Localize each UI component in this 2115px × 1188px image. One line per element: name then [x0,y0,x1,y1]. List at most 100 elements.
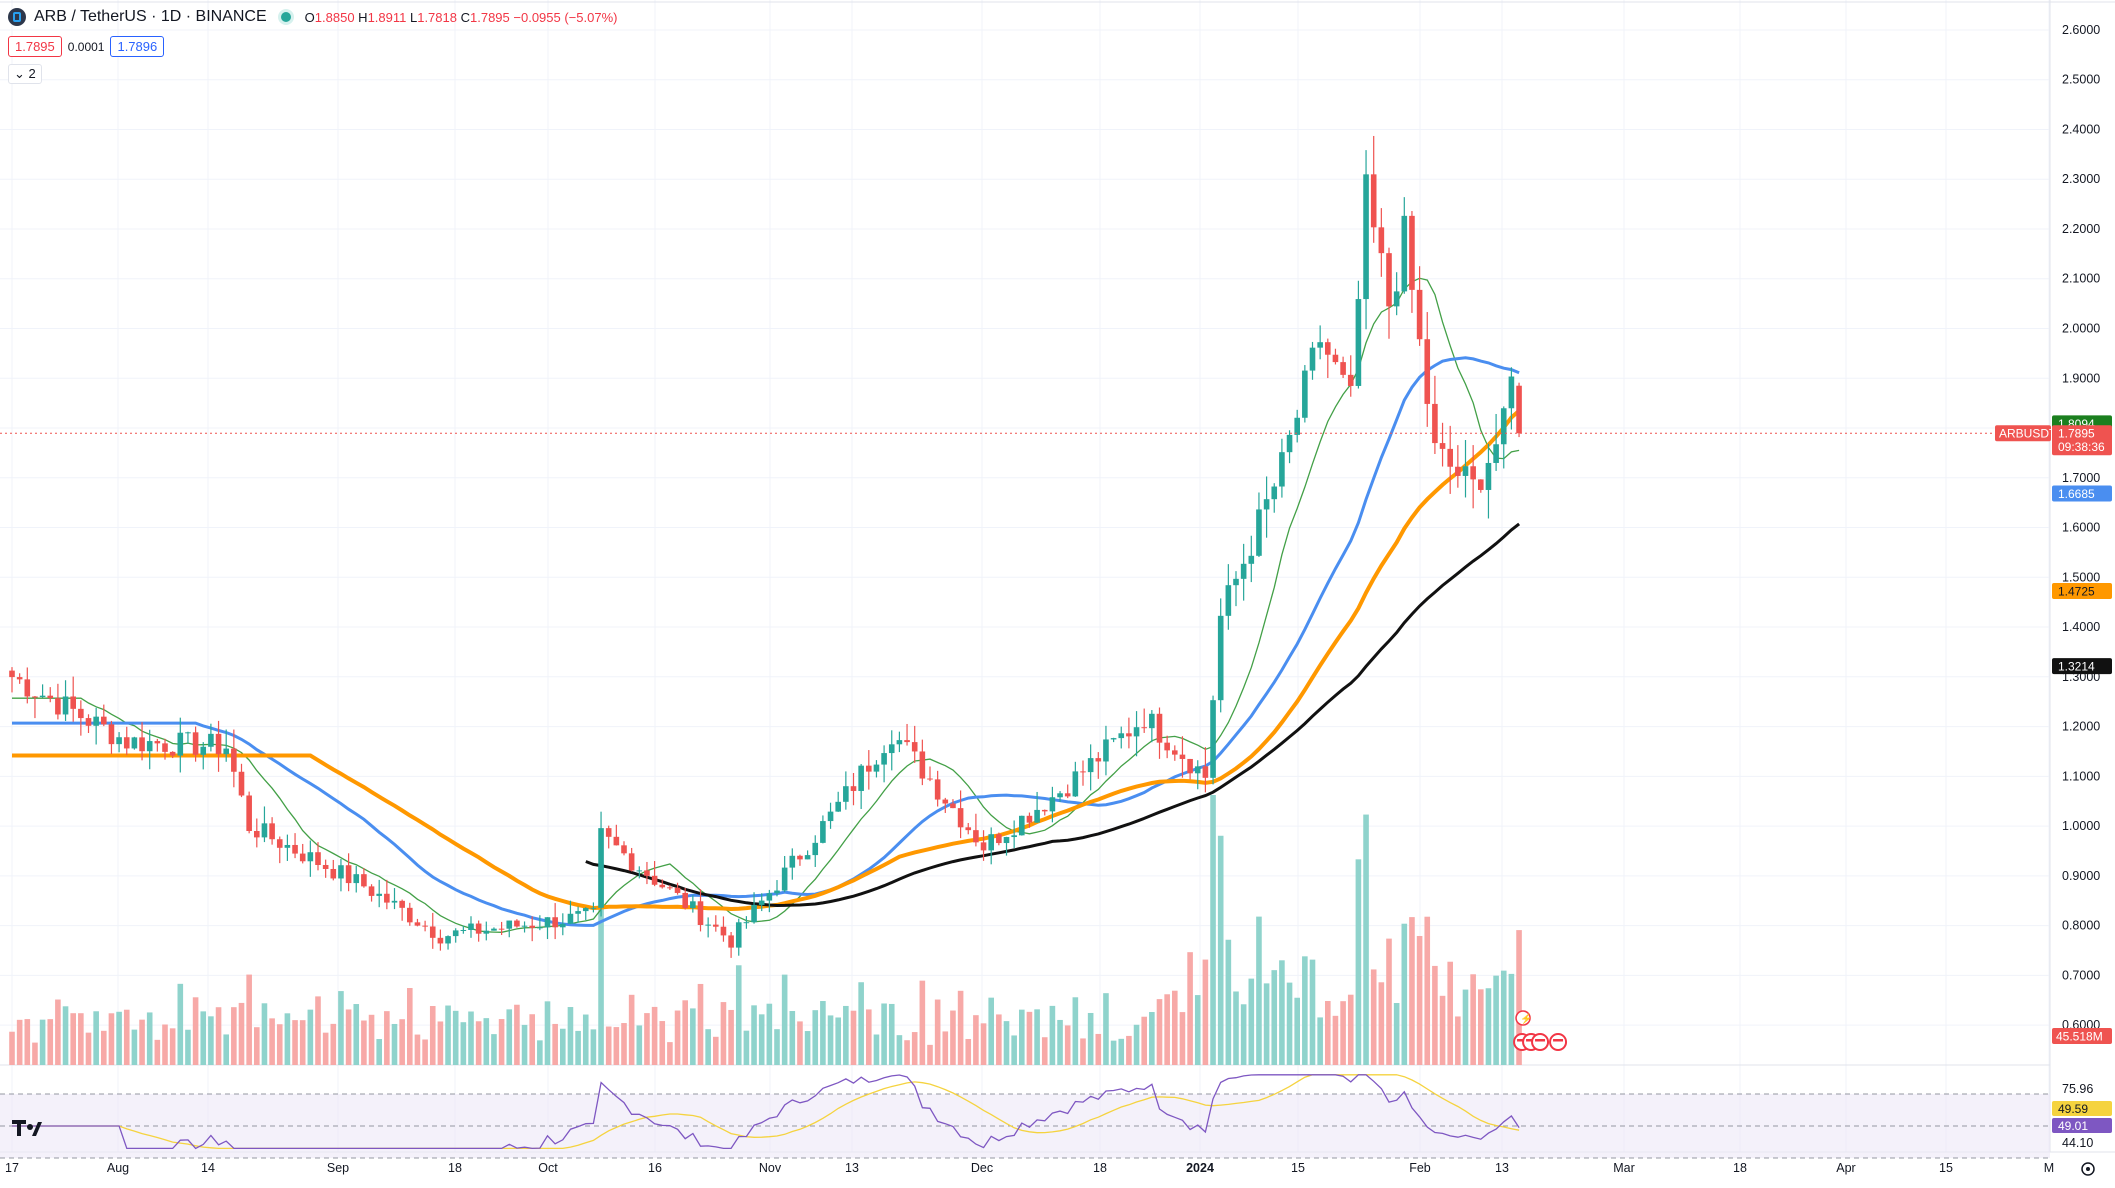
volume-bar [1271,970,1278,1065]
rsi-ma-tag: 49.59 [2058,1102,2088,1116]
volume-bar [238,1002,245,1065]
candle-body [1087,758,1094,773]
volume-bar [552,1023,558,1065]
candle-body [590,907,597,909]
volume-bar [491,1034,497,1065]
candle-body [881,753,887,765]
candle-body [667,887,673,889]
candle-body [927,778,933,780]
volume-bar [284,1013,291,1065]
volume-bar [1141,1016,1147,1065]
indicators-toggle[interactable]: ⌄ 2 [8,64,42,84]
volume-bar [1172,990,1178,1065]
volume-bar [338,991,344,1065]
candle-body [70,696,76,709]
candle-body [651,875,658,885]
candle-body [1172,750,1178,755]
volume-bar [973,1015,979,1065]
time-axis-label: Dec [971,1161,993,1175]
candle-body [376,893,382,896]
candle-body [9,670,15,678]
candle-body [384,893,390,903]
volume-bar [881,1003,887,1065]
time-axis-label: 16 [648,1161,662,1175]
candle-body [843,786,849,802]
volume-bar [544,1001,551,1065]
price-axis-label: 1.4000 [2062,620,2100,634]
candle-body [215,733,222,755]
price-axis-label: 1.7000 [2062,471,2100,485]
last-price-tag-bg [2052,425,2112,456]
candle-body [139,737,145,752]
candle-body [452,930,459,937]
candle-body [200,746,207,755]
volume-bar [437,1021,444,1065]
candle-body [483,930,490,934]
candle-body [873,764,880,772]
volume-bar [866,1009,872,1065]
time-axis-label: Feb [1409,1161,1431,1175]
volume-bar [185,1029,191,1065]
time-axis-label: Oct [538,1161,558,1175]
candle-body [1156,713,1163,743]
candle-body [1110,738,1117,740]
price-axis-label: 0.8000 [2062,919,2100,933]
volume-bar [139,1019,145,1065]
volume-bar [575,1030,581,1065]
candle-body [330,868,337,879]
price-axis-label: 1.5000 [2062,570,2100,584]
candle-body [1026,815,1033,823]
symbol-label[interactable]: ARB / TetherUS · 1D · BINANCE [34,8,267,25]
candle-body [682,892,688,909]
buy-price-button[interactable]: 1.7896 [110,36,165,57]
candle-body [529,925,535,928]
lightning-icon [1515,1010,1531,1026]
volume-bar [299,1020,306,1065]
candle-body [108,724,115,745]
volume-bar [1026,1011,1033,1065]
volume-bar [1401,923,1408,1065]
volume-bar [843,1005,849,1065]
candle-body [1034,809,1040,823]
candle-body [261,823,268,838]
bid-ask-row: 1.7895 0.0001 1.7896 [8,36,165,57]
volume-bar [1064,1025,1071,1065]
candle-body [101,716,107,725]
volume-bar [146,1012,153,1065]
candle-body [1432,403,1438,444]
candle-body [338,865,344,879]
candle-body [192,732,199,755]
candle-body [361,874,367,887]
candle-body [292,844,298,854]
sell-price-button[interactable]: 1.7895 [8,36,62,57]
candle-body [154,741,161,744]
volume-bar [445,1005,451,1065]
volume-bar [560,1028,566,1065]
candle-body [1248,555,1255,564]
candle-body [965,827,972,831]
volume-bar [1049,1005,1056,1065]
tradingview-logo-icon [12,1120,42,1136]
candle-body [1424,339,1431,404]
candle-body [537,927,543,929]
candle-body [735,922,742,948]
candle-body [1049,797,1056,812]
volume-bar [636,1025,643,1065]
symbol-legend[interactable]: ARB / TetherUS · 1D · BINANCE O1.8850 H1… [8,8,617,26]
volume-bar [246,974,252,1065]
volume-bar [70,1013,76,1065]
candle-body [1439,443,1446,449]
candle-body [47,695,54,699]
volume-bar [78,1013,84,1065]
candle-body [276,839,283,848]
volume-bar [858,982,864,1065]
volume-bar [1309,959,1316,1065]
candle-body [391,900,398,903]
volume-bar [682,1000,688,1065]
candle-body [674,887,681,893]
volume-bar [16,1019,23,1065]
candle-body [904,740,910,743]
volume-bar [720,1002,727,1065]
